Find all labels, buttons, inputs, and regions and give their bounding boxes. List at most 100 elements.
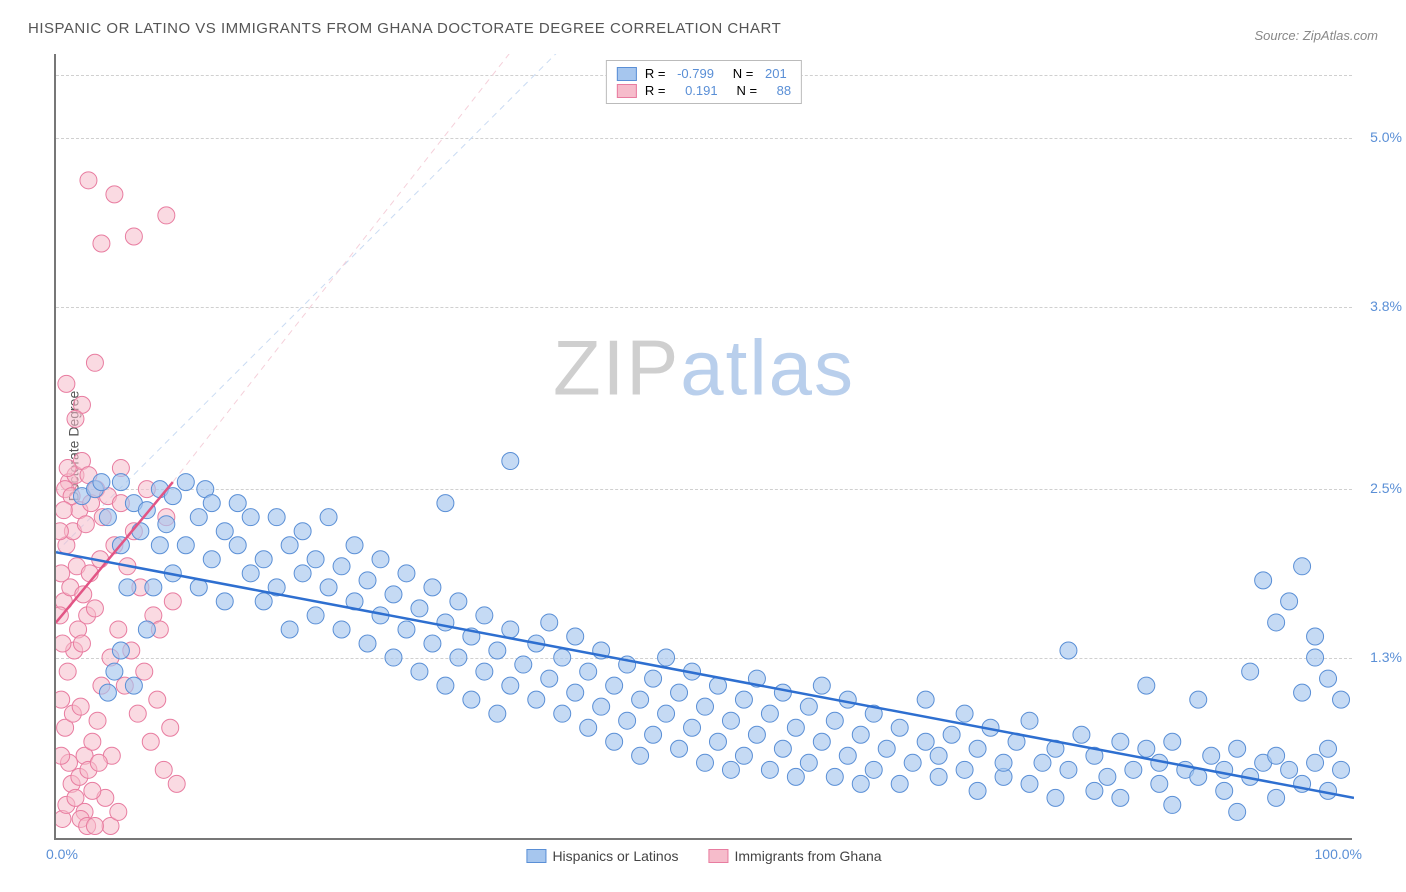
data-point	[255, 551, 272, 568]
data-point	[1229, 740, 1246, 757]
data-point	[203, 495, 220, 512]
data-point	[73, 635, 90, 652]
data-point	[1320, 670, 1337, 687]
data-point	[294, 523, 311, 540]
data-point	[735, 691, 752, 708]
data-point	[84, 782, 101, 799]
data-point	[110, 803, 127, 820]
data-point	[155, 761, 172, 778]
data-point	[852, 726, 869, 743]
data-point	[1229, 803, 1246, 820]
data-point	[580, 663, 597, 680]
data-point	[774, 684, 791, 701]
data-point	[268, 509, 285, 526]
y-tick-label: 5.0%	[1358, 129, 1402, 145]
data-point	[658, 705, 675, 722]
data-point	[56, 565, 70, 582]
data-point	[84, 733, 101, 750]
legend-blue-r: -0.799	[677, 66, 714, 81]
data-point	[372, 551, 389, 568]
data-point	[1112, 789, 1129, 806]
data-point	[89, 712, 106, 729]
data-point	[502, 677, 519, 694]
data-point	[112, 474, 129, 491]
data-point	[554, 649, 571, 666]
data-point	[852, 775, 869, 792]
data-point	[281, 621, 298, 638]
data-point	[56, 523, 68, 540]
data-point	[1112, 733, 1129, 750]
x-tick-max: 100.0%	[1315, 846, 1362, 862]
data-point	[450, 649, 467, 666]
data-point	[1138, 740, 1155, 757]
data-point	[67, 410, 84, 427]
plot-area: Doctorate Degree 1.3%2.5%3.8%5.0% ZIPatl…	[54, 54, 1352, 840]
data-point	[722, 761, 739, 778]
data-point	[242, 509, 259, 526]
data-point	[1255, 572, 1272, 589]
legend-blue-n: 201	[765, 66, 787, 81]
data-point	[1021, 775, 1038, 792]
data-point	[632, 691, 649, 708]
chart-title: HISPANIC OR LATINO VS IMMIGRANTS FROM GH…	[28, 20, 781, 37]
data-point	[229, 495, 246, 512]
data-point	[112, 642, 129, 659]
data-point	[320, 579, 337, 596]
y-tick-label: 3.8%	[1358, 298, 1402, 314]
data-point	[645, 726, 662, 743]
swatch-pink	[709, 849, 729, 863]
data-point	[1034, 754, 1051, 771]
data-point	[359, 572, 376, 589]
data-point	[554, 705, 571, 722]
data-point	[476, 663, 493, 680]
data-point	[385, 649, 402, 666]
data-point	[541, 670, 558, 687]
legend-blue-label: Hispanics or Latinos	[552, 848, 678, 864]
data-point	[1190, 691, 1207, 708]
data-point	[632, 747, 649, 764]
data-point	[748, 726, 765, 743]
data-point	[450, 593, 467, 610]
data-point	[930, 768, 947, 785]
data-point	[787, 768, 804, 785]
data-point	[411, 600, 428, 617]
data-point	[956, 705, 973, 722]
data-point	[385, 586, 402, 603]
data-point	[398, 621, 415, 638]
legend-item-blue: Hispanics or Latinos	[526, 848, 678, 864]
data-point	[129, 705, 146, 722]
data-point	[110, 621, 127, 638]
data-point	[242, 565, 259, 582]
data-point	[904, 754, 921, 771]
data-point	[56, 635, 71, 652]
y-tick-label: 1.3%	[1358, 649, 1402, 665]
data-point	[593, 698, 610, 715]
data-point	[346, 537, 363, 554]
data-point	[658, 649, 675, 666]
data-point	[826, 768, 843, 785]
data-point	[136, 663, 153, 680]
data-point	[1307, 649, 1324, 666]
data-point	[1099, 768, 1116, 785]
data-point	[320, 509, 337, 526]
legend-n-label: N =	[726, 83, 761, 98]
data-point	[735, 747, 752, 764]
data-point	[359, 635, 376, 652]
data-point	[86, 600, 103, 617]
data-point	[891, 775, 908, 792]
data-point	[307, 607, 324, 624]
data-point	[671, 684, 688, 701]
data-point	[411, 663, 428, 680]
data-point	[787, 719, 804, 736]
data-point	[826, 712, 843, 729]
data-point	[59, 663, 76, 680]
data-point	[59, 460, 76, 477]
data-point	[72, 698, 89, 715]
data-point	[528, 691, 545, 708]
legend-pink-r: 0.191	[677, 83, 718, 98]
source-attribution: Source: ZipAtlas.com	[1254, 28, 1378, 43]
data-point	[86, 354, 103, 371]
data-point	[956, 761, 973, 778]
data-point	[1307, 628, 1324, 645]
data-point	[1190, 768, 1207, 785]
